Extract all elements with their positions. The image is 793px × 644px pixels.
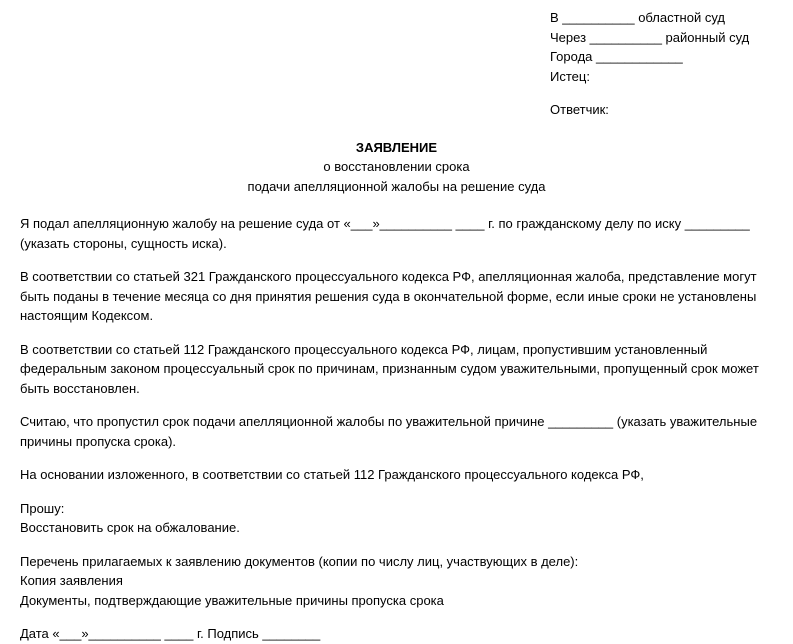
request-label: Прошу: [20, 499, 773, 519]
attachment-1: Копия заявления [20, 571, 773, 591]
title-sub1: о восстановлении срока [20, 157, 773, 177]
paragraph-5: На основании изложенного, в соответствии… [20, 465, 773, 485]
header-city: Города ____________ [550, 47, 773, 67]
paragraph-4: Считаю, что пропустил срок подачи апелля… [20, 412, 773, 451]
title-sub2: подачи апелляционной жалобы на решение с… [20, 177, 773, 197]
header-court: В __________ областной суд [550, 8, 773, 28]
request-text: Восстановить срок на обжалование. [20, 518, 773, 538]
header-defendant: Ответчик: [550, 100, 773, 120]
attachment-2: Документы, подтверждающие уважительные п… [20, 591, 773, 611]
title-main: ЗАЯВЛЕНИЕ [20, 138, 773, 158]
paragraph-2: В соответствии со статьей 321 Гражданско… [20, 267, 773, 326]
title-block: ЗАЯВЛЕНИЕ о восстановлении срока подачи … [20, 138, 773, 197]
date-signature: Дата «___»__________ ____ г. Подпись ___… [20, 624, 773, 644]
header-through: Через __________ районный суд [550, 28, 773, 48]
attachments-label: Перечень прилагаемых к заявлению докумен… [20, 552, 773, 572]
header-block: В __________ областной суд Через _______… [550, 8, 773, 120]
header-plaintiff: Истец: [550, 67, 773, 87]
paragraph-3: В соответствии со статьей 112 Гражданско… [20, 340, 773, 399]
paragraph-1: Я подал апелляционную жалобу на решение … [20, 214, 773, 253]
